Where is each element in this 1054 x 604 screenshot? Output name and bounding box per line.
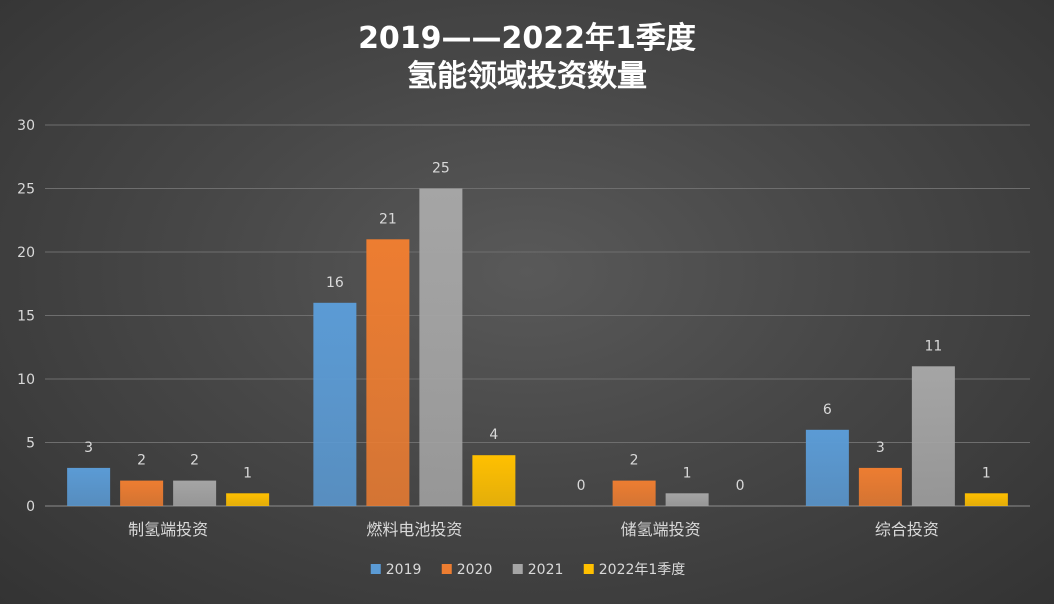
bar — [67, 467, 111, 506]
legend-swatch — [583, 564, 594, 574]
legend-label: 2022年1季度 — [599, 562, 686, 578]
data-label: 3 — [84, 440, 93, 456]
data-label: 0 — [736, 478, 745, 494]
chart-title: 2019——2022年1季度 — [358, 21, 696, 56]
bar — [419, 188, 463, 506]
chart-subtitle: 氢能领域投资数量 — [407, 59, 647, 94]
gridlines — [45, 124, 1030, 507]
bar — [612, 480, 656, 506]
y-tick-label: 0 — [26, 499, 35, 515]
y-tick-label: 20 — [17, 245, 35, 261]
bar — [313, 302, 357, 506]
y-axis: 0 5 10 15 20 25 30 — [17, 118, 35, 515]
data-label: 25 — [432, 161, 450, 177]
bar — [805, 429, 849, 506]
data-label: 4 — [489, 427, 498, 443]
bar — [858, 467, 902, 506]
category-label: 储氢端投资 — [621, 520, 701, 539]
data-label: 1 — [683, 465, 692, 481]
data-label: 3 — [876, 440, 885, 456]
data-label: 1 — [982, 465, 991, 481]
bar — [911, 366, 955, 506]
bar — [964, 493, 1008, 506]
y-tick-label: 15 — [17, 309, 35, 325]
legend-label: 2021 — [528, 562, 564, 578]
bars — [67, 188, 1008, 507]
y-tick-label: 30 — [17, 118, 35, 134]
data-label: 11 — [924, 338, 942, 354]
y-tick-label: 5 — [26, 436, 35, 452]
category-label: 燃料电池投资 — [366, 520, 462, 539]
data-label: 1 — [243, 465, 252, 481]
bar — [226, 493, 270, 506]
data-label: 6 — [823, 402, 832, 418]
legend-swatch — [370, 564, 381, 574]
data-label: 2 — [137, 453, 146, 469]
legend-label: 2019 — [386, 562, 422, 578]
data-label: 16 — [326, 275, 344, 291]
legend-label: 2020 — [457, 562, 493, 578]
bar — [366, 239, 410, 507]
bar — [472, 455, 516, 506]
y-tick-label: 10 — [17, 372, 35, 388]
bar — [120, 480, 164, 506]
data-label: 2 — [190, 453, 199, 469]
data-label: 0 — [577, 478, 586, 494]
category-label: 制氢端投资 — [128, 520, 208, 539]
legend-swatch — [441, 564, 452, 574]
data-label: 2 — [630, 453, 639, 469]
legend-swatch — [512, 564, 523, 574]
y-tick-label: 25 — [17, 182, 35, 198]
legend: 2019 2020 2021 2022年1季度 — [370, 562, 686, 578]
category-label: 综合投资 — [875, 520, 939, 539]
data-label: 21 — [379, 211, 397, 227]
x-axis: 制氢端投资 燃料电池投资 储氢端投资 综合投资 — [128, 520, 939, 539]
bar — [173, 480, 217, 506]
bar — [665, 493, 709, 506]
